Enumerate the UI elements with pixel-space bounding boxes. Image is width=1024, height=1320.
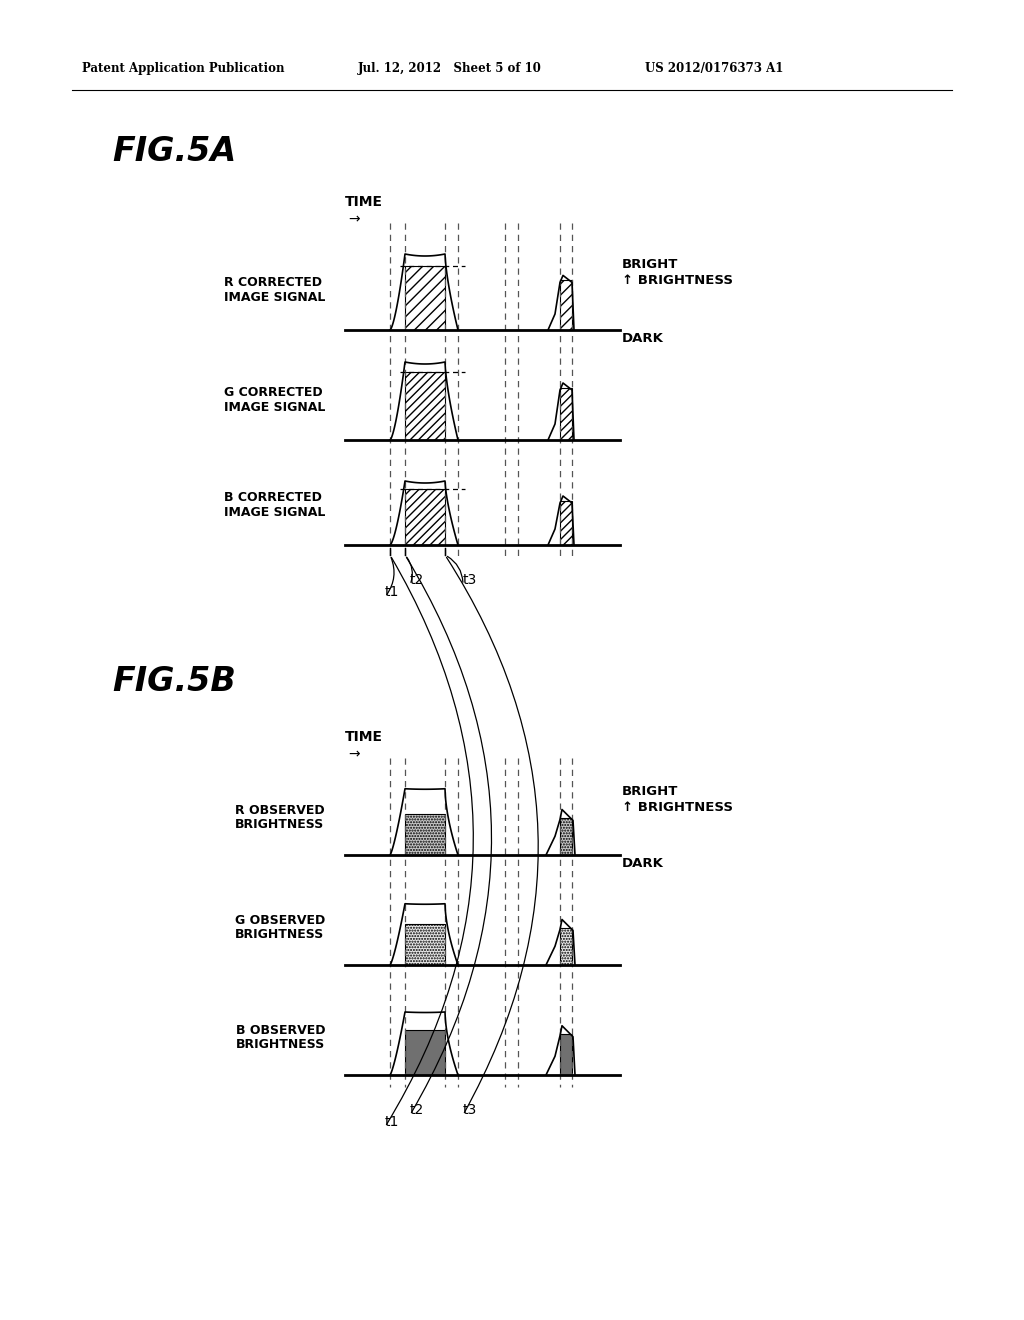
Text: G CORRECTED
IMAGE SIGNAL: G CORRECTED IMAGE SIGNAL — [223, 385, 325, 414]
Bar — [406, 1030, 445, 1074]
Bar — [406, 924, 445, 965]
Text: →: → — [348, 213, 359, 226]
Bar — [560, 1034, 572, 1074]
Text: t2: t2 — [410, 573, 424, 587]
Text: DARK: DARK — [622, 857, 664, 870]
Text: FIG.5B: FIG.5B — [112, 665, 236, 698]
Text: Patent Application Publication: Patent Application Publication — [82, 62, 285, 75]
Bar — [406, 813, 445, 855]
Text: B CORRECTED
IMAGE SIGNAL: B CORRECTED IMAGE SIGNAL — [223, 491, 325, 519]
Text: ↑ BRIGHTNESS: ↑ BRIGHTNESS — [622, 275, 733, 286]
Bar — [560, 817, 572, 855]
Text: t1: t1 — [385, 1115, 399, 1129]
Text: t2: t2 — [410, 1104, 424, 1117]
Text: TIME: TIME — [345, 730, 383, 744]
Bar — [560, 502, 572, 545]
Text: t1: t1 — [385, 585, 399, 599]
Text: t3: t3 — [463, 1104, 477, 1117]
Text: →: → — [348, 747, 359, 762]
Bar — [406, 267, 445, 330]
Bar — [406, 372, 445, 440]
Text: t3: t3 — [463, 573, 477, 587]
Text: ↑ BRIGHTNESS: ↑ BRIGHTNESS — [622, 801, 733, 814]
Bar — [406, 488, 445, 545]
Text: Jul. 12, 2012   Sheet 5 of 10: Jul. 12, 2012 Sheet 5 of 10 — [358, 62, 542, 75]
Text: US 2012/0176373 A1: US 2012/0176373 A1 — [645, 62, 783, 75]
Text: BRIGHT: BRIGHT — [622, 257, 678, 271]
Text: FIG.5A: FIG.5A — [112, 135, 237, 168]
Text: B OBSERVED
BRIGHTNESS: B OBSERVED BRIGHTNESS — [236, 1023, 325, 1052]
Text: G OBSERVED
BRIGHTNESS: G OBSERVED BRIGHTNESS — [234, 913, 325, 941]
Text: R OBSERVED
BRIGHTNESS: R OBSERVED BRIGHTNESS — [236, 804, 325, 832]
Text: R CORRECTED
IMAGE SIGNAL: R CORRECTED IMAGE SIGNAL — [223, 276, 325, 304]
Text: BRIGHT: BRIGHT — [622, 785, 678, 799]
Text: TIME: TIME — [345, 195, 383, 209]
Bar — [560, 928, 572, 965]
Bar — [560, 388, 572, 440]
Text: DARK: DARK — [622, 333, 664, 345]
Bar — [560, 280, 572, 330]
